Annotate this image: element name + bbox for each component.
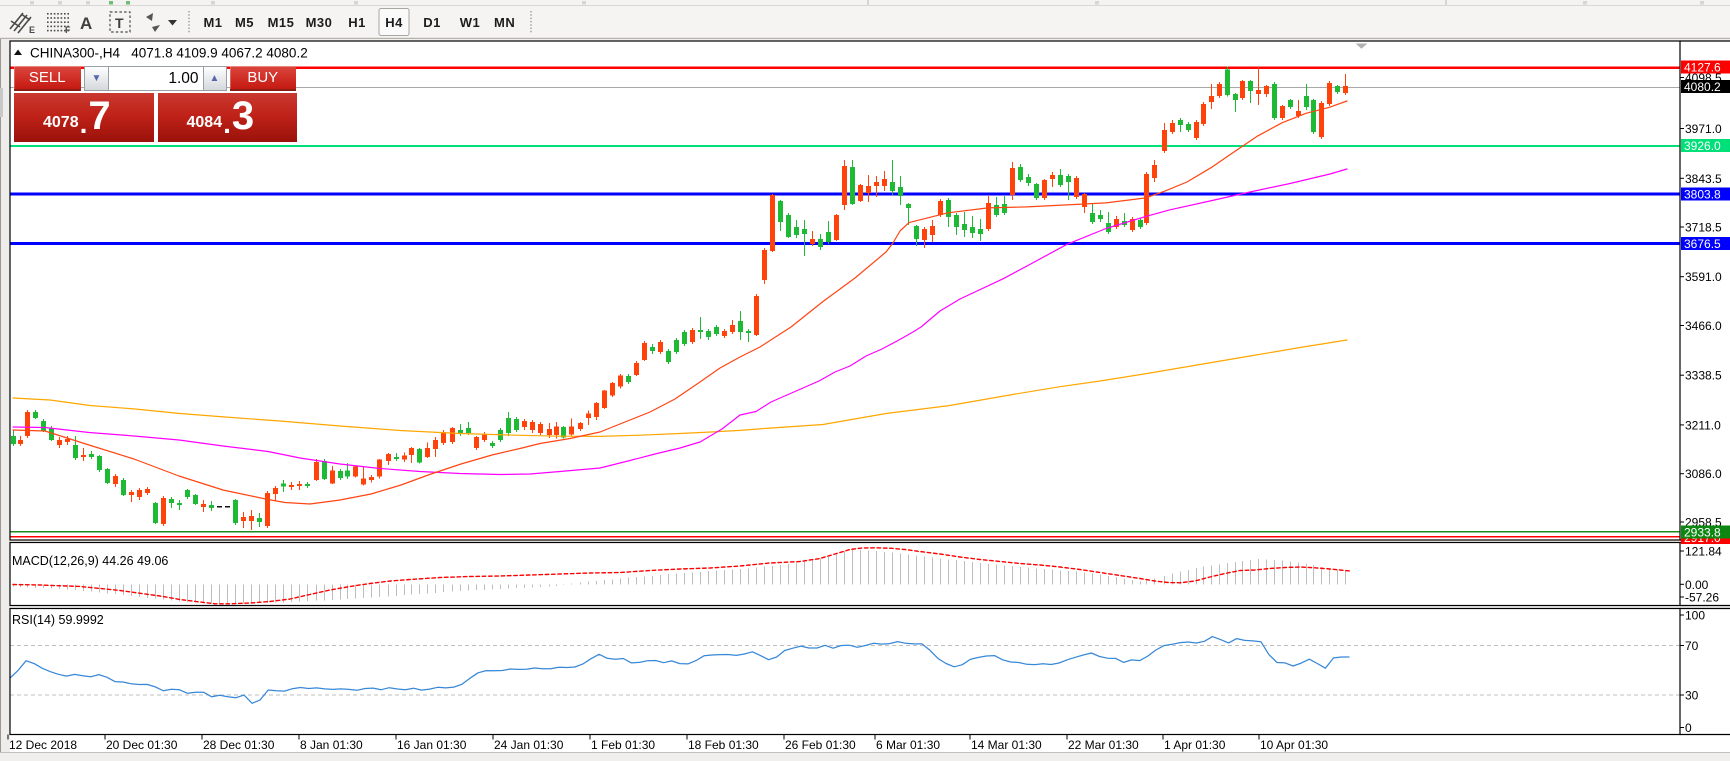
svg-text:MN: MN (494, 15, 515, 30)
svg-text:3803.8: 3803.8 (1684, 188, 1721, 202)
svg-text:H1: H1 (348, 15, 366, 30)
svg-text:20 Dec 01:30: 20 Dec 01:30 (106, 738, 178, 752)
svg-text:RSI(14) 59.9992: RSI(14) 59.9992 (12, 613, 104, 627)
svg-text:T: T (115, 15, 124, 31)
svg-text:3211.0: 3211.0 (1685, 418, 1721, 432)
svg-text:3086.0: 3086.0 (1685, 467, 1722, 481)
svg-text:3718.5: 3718.5 (1685, 221, 1722, 235)
svg-text:4127.6: 4127.6 (1684, 61, 1721, 75)
svg-text:D1: D1 (423, 15, 441, 30)
svg-text:10 Apr 01:30: 10 Apr 01:30 (1260, 738, 1328, 752)
svg-text:1 Feb 01:30: 1 Feb 01:30 (591, 738, 655, 752)
svg-text:E: E (29, 25, 35, 35)
svg-text:22 Mar 01:30: 22 Mar 01:30 (1068, 738, 1139, 752)
svg-text:26 Feb 01:30: 26 Feb 01:30 (785, 738, 856, 752)
svg-text:3676.5: 3676.5 (1684, 237, 1721, 251)
svg-text:3591.0: 3591.0 (1685, 270, 1722, 284)
svg-text:0: 0 (1685, 721, 1692, 735)
svg-text:1 Apr 01:30: 1 Apr 01:30 (1164, 738, 1226, 752)
svg-text:121.84: 121.84 (1685, 545, 1722, 559)
svg-text:24 Jan 01:30: 24 Jan 01:30 (494, 738, 564, 752)
svg-text:M1: M1 (203, 15, 222, 30)
svg-text:16 Jan 01:30: 16 Jan 01:30 (397, 738, 467, 752)
svg-text:100: 100 (1685, 609, 1705, 623)
svg-text:A: A (80, 14, 92, 33)
svg-text:18 Feb 01:30: 18 Feb 01:30 (688, 738, 759, 752)
svg-text:4080.2: 4080.2 (1684, 80, 1721, 94)
svg-text:-57.26: -57.26 (1685, 591, 1719, 605)
svg-text:8 Jan 01:30: 8 Jan 01:30 (300, 738, 363, 752)
svg-text:3338.5: 3338.5 (1685, 369, 1722, 383)
svg-text:H4: H4 (385, 15, 403, 30)
svg-text:30: 30 (1685, 689, 1699, 703)
svg-text:W1: W1 (460, 15, 481, 30)
svg-text:3926.0: 3926.0 (1684, 139, 1721, 153)
svg-text:28 Dec 01:30: 28 Dec 01:30 (203, 738, 275, 752)
svg-text:0.00: 0.00 (1685, 578, 1709, 592)
svg-text:M15: M15 (268, 15, 295, 30)
svg-text:6 Mar 01:30: 6 Mar 01:30 (876, 738, 940, 752)
svg-text:CHINA300-,H4 4071.8 4109.9 4: CHINA300-,H4 4071.8 4109.9 4067.2 4080.2 (30, 46, 308, 61)
svg-text:14 Mar 01:30: 14 Mar 01:30 (971, 738, 1042, 752)
svg-text:M5: M5 (235, 15, 254, 30)
svg-text:12 Dec 2018: 12 Dec 2018 (9, 738, 77, 752)
svg-text:3971.0: 3971.0 (1685, 122, 1722, 136)
svg-text:3843.5: 3843.5 (1685, 172, 1722, 186)
svg-text:3466.0: 3466.0 (1685, 319, 1722, 333)
svg-text:2933.8: 2933.8 (1684, 526, 1721, 540)
svg-text:MACD(12,26,9) 44.26 49.06: MACD(12,26,9) 44.26 49.06 (12, 554, 168, 568)
svg-text:70: 70 (1685, 639, 1699, 653)
svg-text:M30: M30 (306, 15, 333, 30)
svg-text:F: F (65, 25, 71, 35)
